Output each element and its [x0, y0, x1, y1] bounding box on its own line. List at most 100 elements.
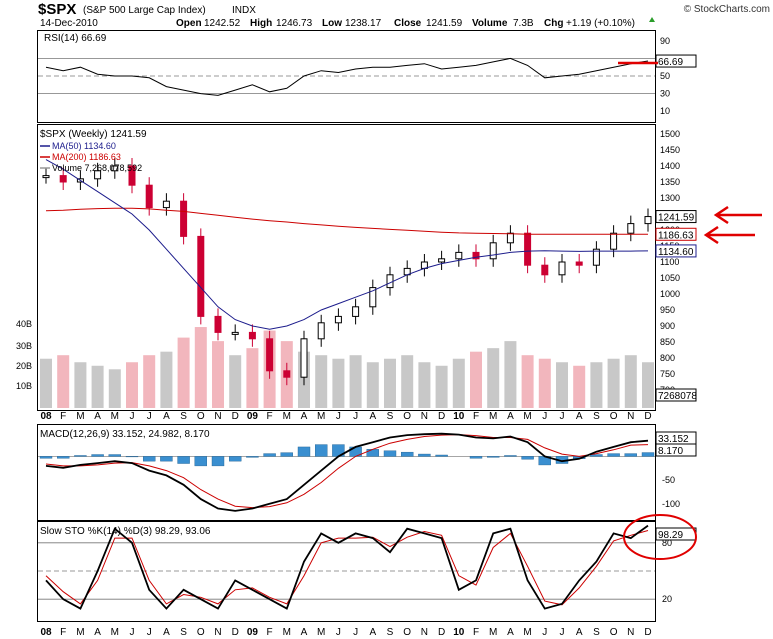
candle-body [644, 216, 652, 225]
month-label: D [232, 411, 239, 422]
price-title: $SPX (Weekly) 1241.59 [40, 129, 147, 140]
macd-histogram-bar [521, 456, 534, 460]
candle-body [266, 338, 274, 372]
rsi-tick-label: 30 [660, 89, 670, 99]
candle-body [42, 175, 50, 179]
month-label: S [180, 411, 187, 422]
open-value: 1242.52 [204, 18, 241, 29]
close-value-box-box [655, 210, 697, 224]
macd-histogram-bar [366, 449, 379, 457]
volume-bar [177, 337, 190, 408]
month-label: J [353, 411, 358, 422]
month-label: F [267, 411, 273, 422]
macd-histogram-bar [504, 455, 517, 457]
price-tick-label: 950 [660, 305, 675, 315]
sto-value-box: 98.29 [658, 530, 683, 541]
month-label: J [336, 411, 341, 422]
candle-body [592, 248, 600, 266]
macd-histogram-bar [469, 456, 483, 459]
price-tick-label: 850 [660, 337, 675, 347]
close-label: Close [394, 18, 422, 29]
price-tick-label: 1400 [660, 161, 680, 171]
candle-body [438, 258, 446, 263]
macd-title: MACD(12,26,9) 33.152, 24.982, 8.170 [40, 429, 210, 440]
month-label: J [353, 627, 358, 638]
candle-body [248, 331, 256, 340]
month-label: N [214, 411, 221, 422]
volume-bar [246, 348, 259, 408]
month-label: J [336, 627, 341, 638]
candle-body [300, 338, 308, 378]
month-label: O [197, 411, 205, 422]
rsi-current-value: 66.69 [658, 57, 683, 68]
month-label: D [644, 411, 651, 422]
macd-chart: MACD(12,26,9) 33.152, 24.982, 8.170 -50 -1… [38, 429, 697, 512]
macd-tick-label: -50 [662, 475, 675, 485]
macd-panel [37, 424, 656, 521]
low-value: 1238.17 [345, 18, 382, 29]
volume-bar [435, 365, 448, 408]
sto-panel [37, 521, 656, 622]
candle-body [283, 370, 291, 378]
macd-histogram-bar [108, 454, 122, 457]
candle-body [541, 264, 549, 276]
month-label: F [60, 411, 66, 422]
candle-body [317, 322, 325, 340]
macd-value-box: 33.152 [658, 434, 689, 445]
macd-signal-line [45, 434, 649, 509]
month-label: M [76, 411, 84, 422]
volume-bar [504, 341, 517, 408]
volume-tick-label: 20B [16, 361, 32, 371]
month-label: J [147, 411, 152, 422]
macd-histogram-bar [177, 456, 190, 464]
price-tick-label: 1300 [660, 193, 680, 203]
ma50-line [45, 159, 649, 330]
month-label: 10 [453, 411, 465, 422]
ma200-arrow-icon [713, 205, 762, 225]
high-label: High [250, 18, 272, 29]
price-tick-label: 1500 [660, 129, 680, 139]
price-tick-label: 1050 [660, 273, 680, 283]
macd-histogram-bar [315, 444, 328, 457]
chg-label: Chg [544, 18, 563, 29]
volume-bar [315, 355, 328, 408]
candle-body [575, 261, 583, 266]
month-label: O [610, 627, 618, 638]
price-tick-label: 750 [660, 369, 675, 379]
macd-hist-value-box: 8.170 [658, 446, 683, 457]
volume-bar [126, 362, 138, 408]
volume-bar [556, 362, 568, 408]
volume-value-box-box [655, 388, 697, 402]
volume-bar [74, 362, 87, 408]
volume-bar [160, 351, 173, 408]
candle-body [369, 287, 377, 308]
month-label: D [232, 627, 239, 638]
month-label: O [610, 411, 618, 422]
price-tick-label: 1000 [660, 289, 680, 299]
sto-tick-label: 20 [662, 594, 672, 604]
candle-body [162, 200, 170, 209]
close-value: 1241.59 [426, 18, 463, 29]
month-label: O [403, 411, 411, 422]
sto-k-line [45, 524, 649, 610]
price-tick-label: 1100 [660, 257, 679, 267]
month-label: F [267, 627, 273, 638]
macd-histogram-bar [280, 452, 293, 457]
sto-highlight-circle [623, 514, 697, 560]
month-label: N [627, 411, 634, 422]
month-label: J [130, 411, 135, 422]
candle-body [94, 170, 102, 180]
candle-body [231, 331, 239, 335]
macd-histogram-bar [418, 453, 431, 457]
macd-histogram-bar [211, 456, 225, 467]
ma50-value-box: 1134.60 [658, 247, 694, 258]
ma50-value-box-box [655, 244, 697, 258]
volume-value-box: 7268078 [658, 391, 697, 402]
sto-d-line [45, 530, 649, 606]
macd-histogram-bar [435, 454, 448, 457]
candle-body [558, 261, 566, 276]
volume-bar [212, 341, 224, 408]
volume-bar [40, 358, 52, 408]
